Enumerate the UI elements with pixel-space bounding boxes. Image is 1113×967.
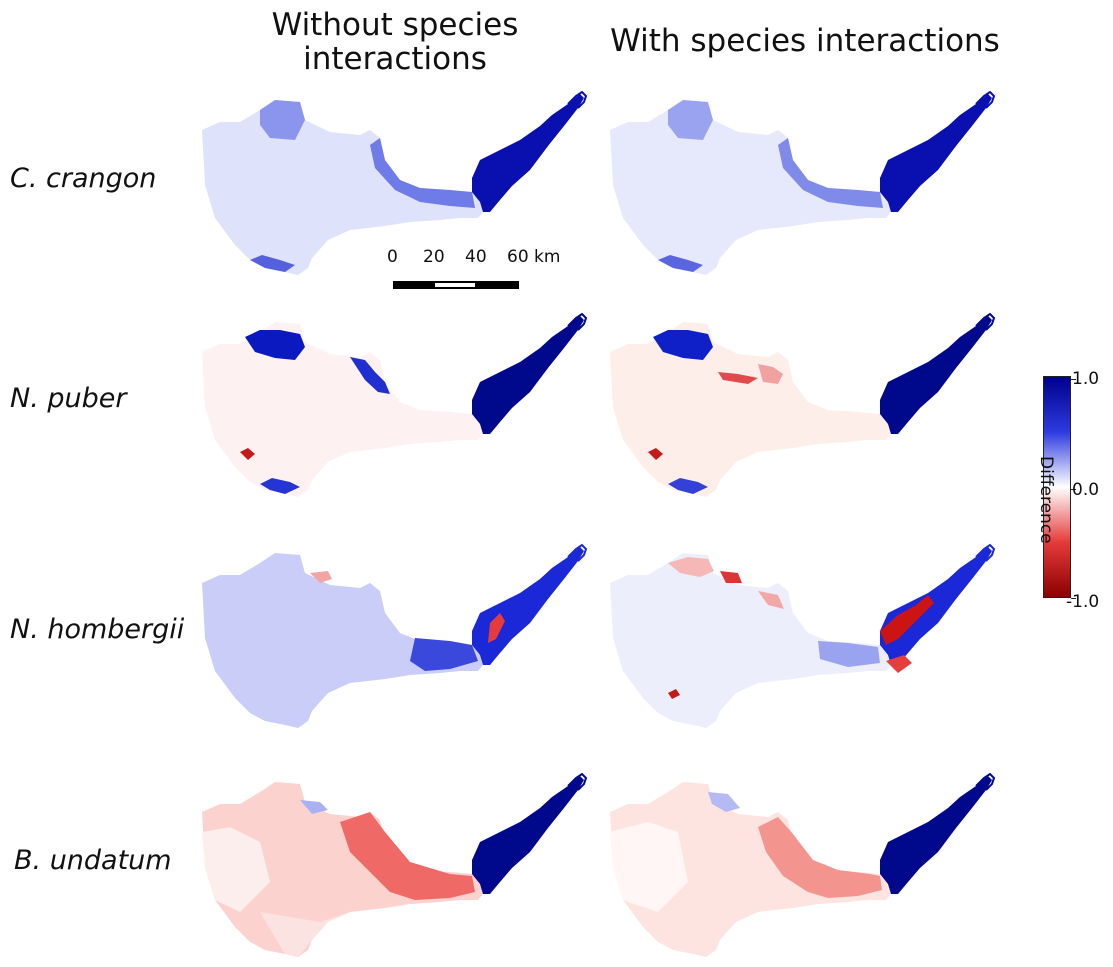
scale-label-20: 20	[423, 247, 445, 267]
scale-label-40: 40	[465, 247, 487, 267]
colorbar-label-min: -1.0	[1066, 592, 1100, 612]
map-b-undatum-without	[202, 773, 587, 957]
colorbar-title: Difference	[1036, 456, 1056, 544]
colorbar-tick-mid	[1071, 489, 1076, 490]
scale-label-60km: 60 km	[507, 247, 561, 267]
map-n-puber-with	[610, 313, 995, 497]
map-c-crangon-without	[202, 91, 587, 275]
map-n-hombergii-with	[610, 544, 995, 728]
map-c-crangon-with	[610, 91, 995, 275]
left-column-title-line2: interactions	[303, 41, 487, 77]
left-column-title-line1: Without species	[271, 7, 519, 43]
row-label-c-crangon: C. crangon	[10, 163, 157, 194]
row-label-n-puber: N. puber	[10, 383, 127, 414]
scale-bar: 0 20 40 60 km	[385, 247, 585, 297]
colorbar-label-mid: 0.0	[1072, 480, 1100, 500]
left-column-title: Without species interactions	[240, 8, 550, 76]
row-label-n-hombergii: N. hombergii	[10, 614, 185, 645]
scale-label-0: 0	[387, 247, 398, 267]
colorbar-tick-min	[1071, 598, 1076, 599]
colorbar	[1043, 376, 1071, 598]
map-n-puber-without	[202, 313, 587, 497]
right-column-title: With species interactions	[610, 23, 1000, 59]
colorbar-tick-max	[1071, 379, 1076, 380]
scale-bar-segments	[393, 281, 519, 289]
map-n-hombergii-without	[202, 544, 587, 728]
row-label-b-undatum: B. undatum	[14, 845, 172, 876]
map-b-undatum-with	[610, 773, 995, 957]
colorbar-label-max: 1.0	[1072, 369, 1100, 389]
